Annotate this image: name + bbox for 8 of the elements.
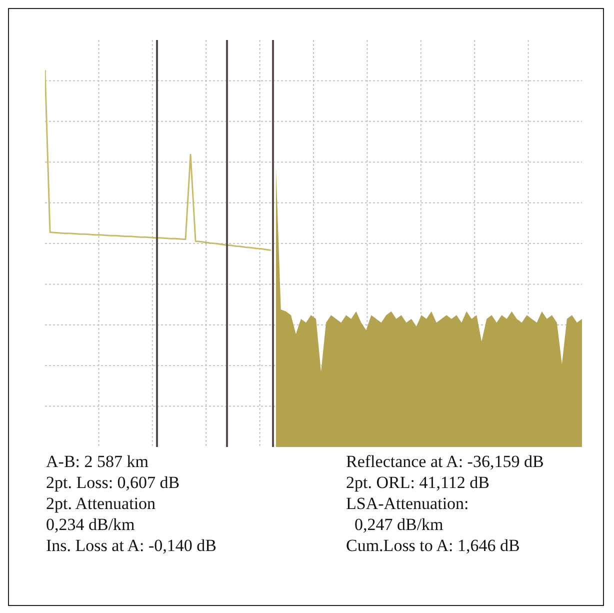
text: A-B: 2 587 km [46,451,150,472]
text: LSA-Attenuation: 0,247 dB/km [346,493,470,535]
text: 2pt. ORL: 41,112 dB [346,472,490,493]
text: 2pt. Attenuation 0,234 dB/km [46,493,157,535]
text: Ins. Loss at A: -0,140 dB [46,535,218,556]
text: Cum.Loss to A: 1,646 dB [346,535,521,556]
text: Reflectance at A: -36,159 dB [346,451,545,472]
text: 2pt. Loss: 0,607 dB [46,472,181,493]
